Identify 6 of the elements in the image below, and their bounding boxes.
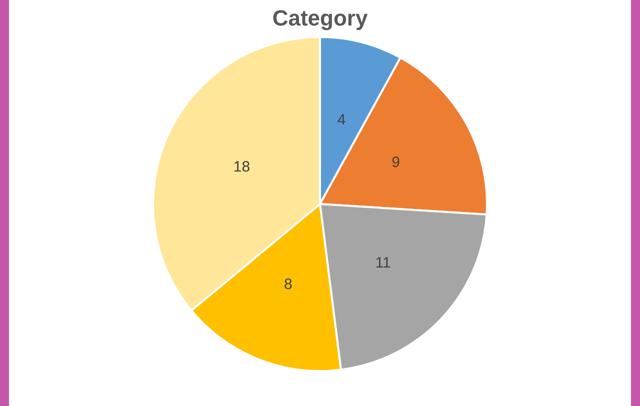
data-label: 8 [284, 276, 292, 293]
data-label: 9 [392, 154, 400, 171]
chart-title: Category [272, 6, 368, 30]
data-label: 18 [233, 158, 250, 176]
data-label: 11 [375, 254, 391, 272]
data-label: 4 [337, 112, 346, 129]
